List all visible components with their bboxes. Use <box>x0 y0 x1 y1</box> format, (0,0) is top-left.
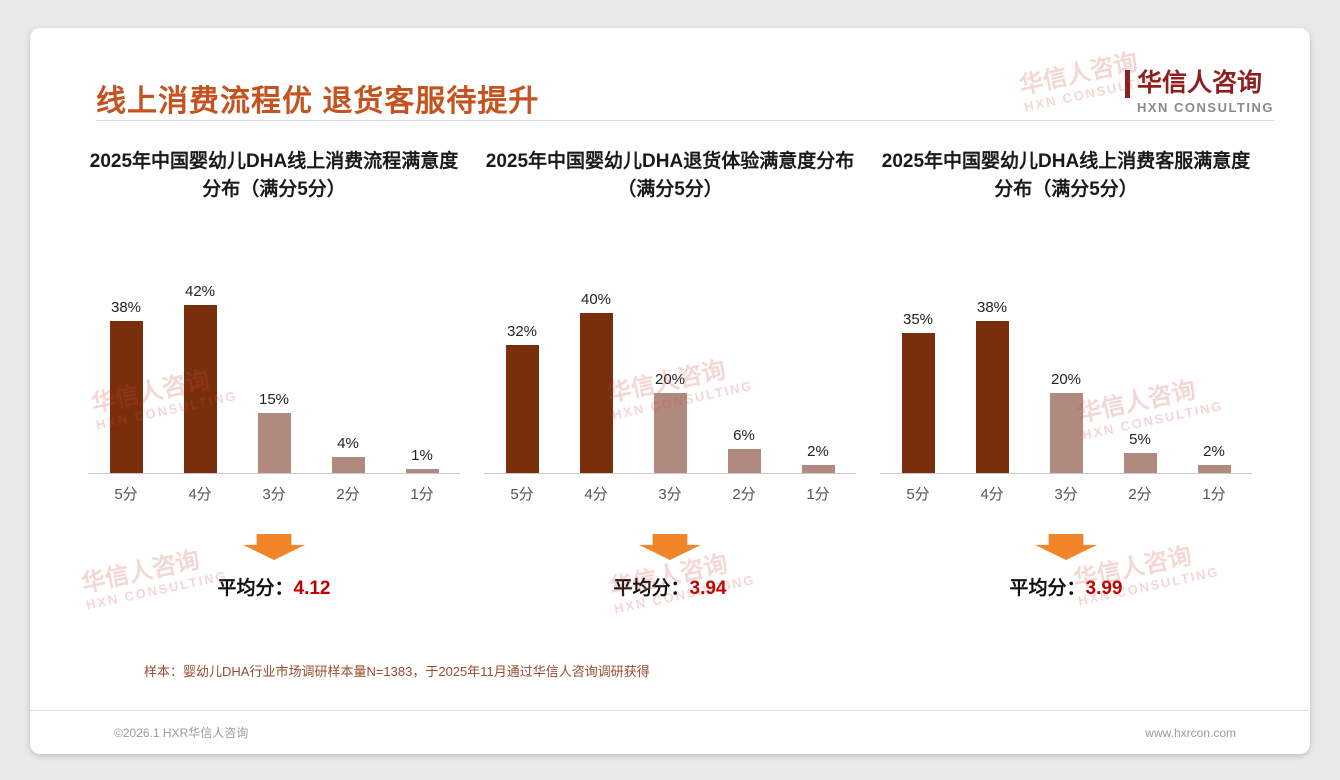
bar-column: 40% <box>559 291 633 473</box>
sample-footnote: 样本：婴幼儿DHA行业市场调研样本量N=1383，于2025年11月通过华信人咨… <box>144 664 650 679</box>
bar-column: 1% <box>385 447 459 473</box>
average-score: 平均分：3.99 <box>1010 573 1123 600</box>
x-axis-tick-label: 4分 <box>980 486 1004 503</box>
average-score: 平均分：4.12 <box>218 573 331 600</box>
bar <box>331 457 365 473</box>
chart-plot-area: 38% 42% 15% 4% 1% <box>88 256 460 474</box>
average-value: 3.99 <box>1085 578 1123 599</box>
logo-text-en: HXN CONSULTING <box>1136 99 1274 115</box>
bar-column: 2% <box>1177 443 1251 473</box>
bar <box>183 305 217 473</box>
chart-column: 2025年中国婴幼儿DHA退货体验满意度分布（满分5分） 32% 40% 20% 6% 2… <box>474 148 866 600</box>
x-axis-labels: 5分 4分 3分 2分 1分 <box>484 483 856 504</box>
bar <box>257 413 291 473</box>
average-value: 3.94 <box>689 578 727 599</box>
bar <box>653 393 687 473</box>
bar-value-label: 40% <box>580 291 612 308</box>
header: 线上消费流程优 退货客服待提升 华信人咨询 HXN CONSULTING <box>30 28 1310 120</box>
bar-column: 42% <box>163 283 237 473</box>
arrow-down-icon <box>243 534 305 560</box>
bar <box>901 333 935 473</box>
bar-value-label: 35% <box>902 311 934 328</box>
chart-column: 2025年中国婴幼儿DHA线上消费客服满意度分布（满分5分） 35% 38% 20% 5… <box>870 148 1262 600</box>
slide-card: 线上消费流程优 退货客服待提升 华信人咨询 HXN CONSULTING 202… <box>30 28 1310 754</box>
x-axis-tick-label: 5分 <box>114 486 138 503</box>
bar <box>579 313 613 473</box>
chart-title: 2025年中国婴幼儿DHA线上消费客服满意度分布（满分5分） <box>881 151 1251 200</box>
x-axis-tick-label: 3分 <box>262 486 286 503</box>
logo-text-cn: 华信人咨询 <box>1124 69 1262 98</box>
bar <box>1123 453 1157 473</box>
arrow-down-icon <box>639 534 701 560</box>
bar-value-label: 15% <box>258 391 290 408</box>
x-axis-tick-label: 2分 <box>336 486 360 503</box>
x-axis-tick-label: 1分 <box>1202 486 1226 503</box>
bar-column: 38% <box>89 299 163 473</box>
bar-column: 15% <box>237 391 311 473</box>
average-value: 4.12 <box>293 578 331 599</box>
bar-column: 2% <box>781 443 855 473</box>
x-axis-labels: 5分 4分 3分 2分 1分 <box>88 483 460 504</box>
footer-website: www.hxrcon.com <box>1145 725 1236 740</box>
average-label: 平均分： <box>613 578 690 599</box>
bar <box>1049 393 1083 473</box>
x-axis-tick-label: 4分 <box>188 486 212 503</box>
x-axis-tick-label: 1分 <box>410 486 434 503</box>
bar <box>727 449 761 473</box>
footer-copyright: ©2026.1 HXR华信人咨询 <box>114 726 249 740</box>
x-axis-tick-label: 1分 <box>806 486 830 503</box>
bar-column: 6% <box>707 427 781 473</box>
charts-row: 2025年中国婴幼儿DHA线上消费流程满意度分布（满分5分） 38% 42% 15% 4… <box>60 148 1280 600</box>
bar-value-label: 4% <box>337 435 359 452</box>
bar <box>405 469 439 473</box>
page-title: 线上消费流程优 退货客服待提升 <box>96 85 540 118</box>
bar-column: 20% <box>633 371 707 473</box>
bar <box>975 321 1009 473</box>
bar-value-label: 38% <box>976 299 1008 316</box>
bar-column: 35% <box>881 311 955 473</box>
average-label: 平均分： <box>1009 578 1086 599</box>
bar <box>109 321 143 473</box>
chart-title: 2025年中国婴幼儿DHA线上消费流程满意度分布（满分5分） <box>89 151 459 200</box>
bar-value-label: 42% <box>184 283 216 300</box>
chart-column: 2025年中国婴幼儿DHA线上消费流程满意度分布（满分5分） 38% 42% 15% 4… <box>78 148 470 600</box>
bar-value-label: 20% <box>1050 371 1082 388</box>
bar <box>801 465 835 473</box>
average-label: 平均分： <box>217 578 294 599</box>
company-logo: 华信人咨询 HXN CONSULTING <box>1124 62 1274 115</box>
bar-column: 4% <box>311 435 385 473</box>
bar-column: 20% <box>1029 371 1103 473</box>
x-axis-tick-label: 3分 <box>1054 486 1078 503</box>
bar-value-label: 2% <box>807 443 829 460</box>
bar-value-label: 1% <box>411 447 433 464</box>
bar-value-label: 20% <box>654 371 686 388</box>
bar-column: 32% <box>485 323 559 473</box>
bar-value-label: 5% <box>1129 431 1151 448</box>
x-axis-tick-label: 2分 <box>732 486 756 503</box>
x-axis-tick-label: 3分 <box>658 486 682 503</box>
bar-column: 38% <box>955 299 1029 473</box>
chart-title: 2025年中国婴幼儿DHA退货体验满意度分布（满分5分） <box>485 151 855 200</box>
bar <box>505 345 539 473</box>
average-score: 平均分：3.94 <box>614 573 727 600</box>
x-axis-tick-label: 4分 <box>584 486 608 503</box>
footer: ©2026.1 HXR华信人咨询 www.hxrcon.com <box>30 710 1310 754</box>
x-axis-tick-label: 5分 <box>906 486 930 503</box>
header-divider <box>96 120 1274 121</box>
x-axis-labels: 5分 4分 3分 2分 1分 <box>880 483 1252 504</box>
bar-value-label: 38% <box>110 299 142 316</box>
bar <box>1197 465 1231 473</box>
chart-plot-area: 35% 38% 20% 5% 2% <box>880 256 1252 474</box>
bar-value-label: 6% <box>733 427 755 444</box>
bar-value-label: 2% <box>1203 443 1225 460</box>
x-axis-tick-label: 2分 <box>1128 486 1152 503</box>
bar-column: 5% <box>1103 431 1177 473</box>
chart-plot-area: 32% 40% 20% 6% 2% <box>484 256 856 474</box>
x-axis-tick-label: 5分 <box>510 486 534 503</box>
bar-value-label: 32% <box>506 323 538 340</box>
arrow-down-icon <box>1035 534 1097 560</box>
